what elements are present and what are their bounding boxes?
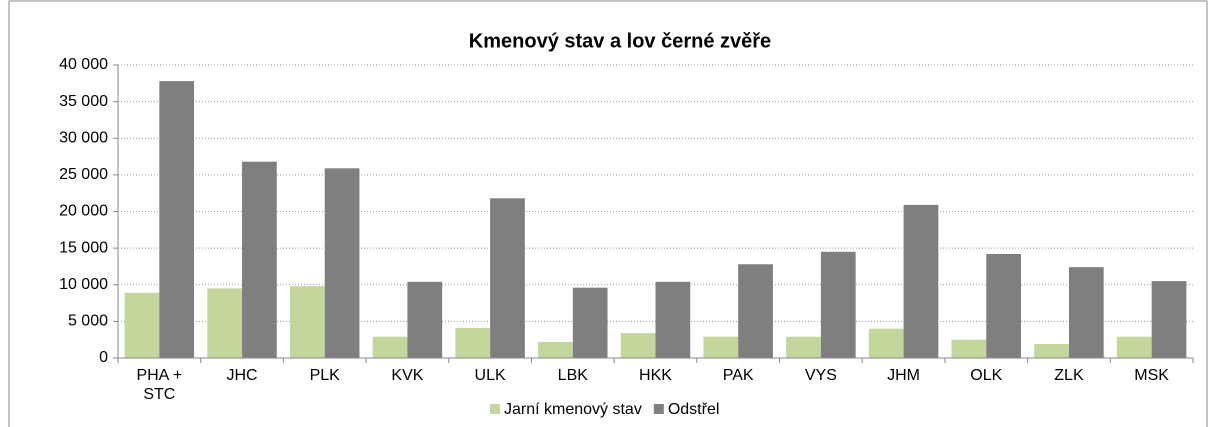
bar xyxy=(372,336,408,358)
legend-label: Odstřel xyxy=(668,401,720,418)
y-tick-label: 0 xyxy=(99,349,108,366)
y-tick-label: 15 000 xyxy=(59,239,108,256)
bar xyxy=(538,341,573,358)
x-tick-label: PLK xyxy=(309,367,340,384)
bar xyxy=(572,287,608,358)
bar xyxy=(903,204,939,358)
bar xyxy=(290,286,325,358)
bar xyxy=(986,253,1021,358)
y-tick-label: 5 000 xyxy=(68,313,108,330)
bar xyxy=(703,336,739,358)
bar xyxy=(620,333,656,358)
y-tick-label: 25 000 xyxy=(59,166,108,183)
bar xyxy=(951,339,987,358)
legend-swatch xyxy=(653,404,664,414)
bar xyxy=(159,81,195,359)
bar xyxy=(1034,344,1069,358)
bar xyxy=(868,328,904,358)
legend-label: Jarní kmenový stav xyxy=(504,401,642,418)
x-tick-label: LBK xyxy=(557,367,588,384)
x-tick-label: OLK xyxy=(970,367,1003,384)
y-tick-label: 40 000 xyxy=(59,56,108,73)
y-tick-label: 30 000 xyxy=(59,129,108,146)
bar xyxy=(124,292,160,358)
bar xyxy=(820,251,856,358)
y-tick-label: 35 000 xyxy=(59,93,108,110)
bar xyxy=(1151,281,1187,358)
x-tick-label: HKK xyxy=(639,367,672,384)
chart-border xyxy=(8,0,1208,427)
legend-swatch xyxy=(490,404,500,414)
x-tick-label: PHA + STC xyxy=(136,367,183,403)
y-tick-label: 10 000 xyxy=(59,276,108,293)
bar xyxy=(786,336,821,358)
x-tick-label: MSK xyxy=(1134,367,1169,384)
x-tick-label: JHC xyxy=(226,367,258,384)
chart-title: Kmenový stav a lov černé zvěře xyxy=(469,30,771,52)
x-tick-label: ULK xyxy=(474,367,506,384)
bar xyxy=(324,168,360,358)
x-tick-label: KVK xyxy=(391,367,424,384)
x-tick-label: PAK xyxy=(722,367,754,384)
bar xyxy=(1068,267,1104,358)
bar xyxy=(407,281,443,358)
bar xyxy=(207,288,243,358)
x-tick-label: VYS xyxy=(804,367,837,384)
bar xyxy=(655,281,691,358)
bar xyxy=(242,161,277,358)
x-tick-label: JHM xyxy=(887,367,920,384)
bar xyxy=(738,264,773,358)
bar xyxy=(455,327,491,358)
y-tick-label: 20 000 xyxy=(59,203,108,220)
bar xyxy=(1116,336,1152,358)
bar xyxy=(490,198,525,358)
x-tick-label: ZLK xyxy=(1054,367,1084,384)
